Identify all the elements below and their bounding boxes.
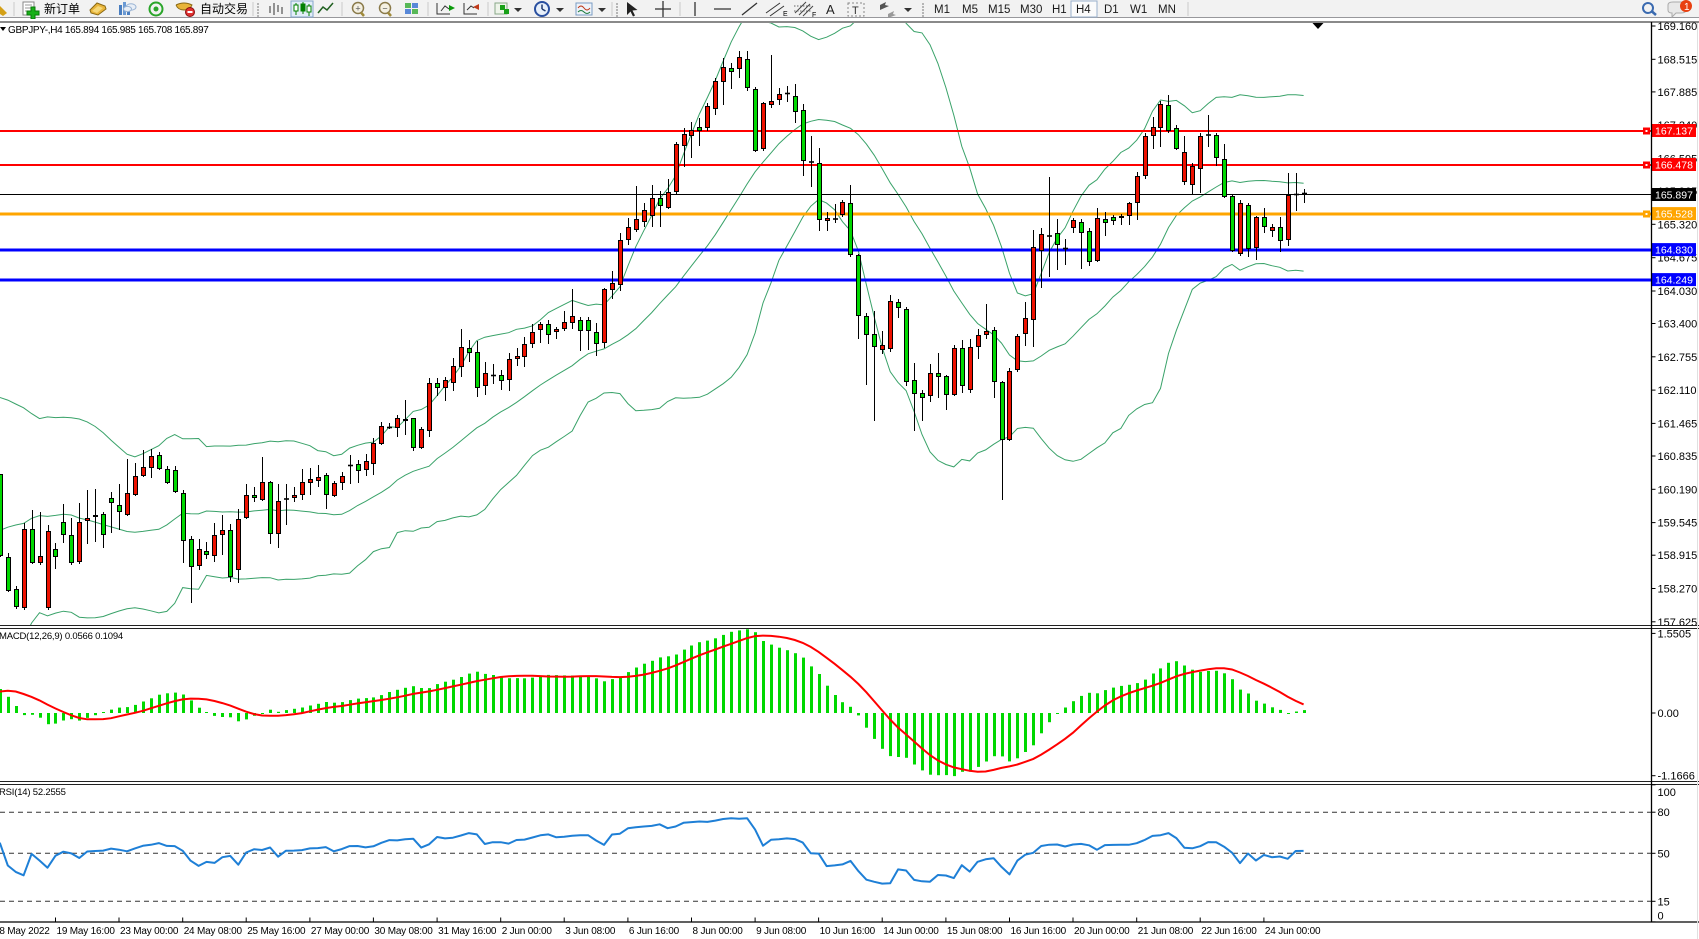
svg-text:159.545: 159.545 <box>1658 518 1698 530</box>
svg-text:166.478: 166.478 <box>1655 160 1693 172</box>
svg-text:163.400: 163.400 <box>1658 319 1698 331</box>
svg-text:164.830: 164.830 <box>1655 245 1693 257</box>
svg-text:80: 80 <box>1658 807 1670 819</box>
svg-text:168.515: 168.515 <box>1658 54 1698 66</box>
svg-text:22 Jun 16:00: 22 Jun 16:00 <box>1201 926 1257 937</box>
svg-text:162.110: 162.110 <box>1658 385 1697 397</box>
svg-text:MACD(12,26,9) 0.0566 0.1094: MACD(12,26,9) 0.0566 0.1094 <box>0 631 123 642</box>
svg-text:15: 15 <box>1658 896 1670 908</box>
svg-text:30 May 08:00: 30 May 08:00 <box>374 926 433 937</box>
svg-text:+: + <box>355 4 360 14</box>
svg-text:W1: W1 <box>1130 4 1147 16</box>
svg-text:0.00: 0.00 <box>1658 708 1679 720</box>
svg-text:158.915: 158.915 <box>1658 550 1698 562</box>
svg-text:15 Jun 08:00: 15 Jun 08:00 <box>947 926 1003 937</box>
svg-text:18 May 2022: 18 May 2022 <box>0 926 50 937</box>
svg-text:164.030: 164.030 <box>1658 286 1698 298</box>
svg-text:50: 50 <box>1658 848 1670 860</box>
svg-text:25 May 16:00: 25 May 16:00 <box>247 926 306 937</box>
svg-text:165.320: 165.320 <box>1658 219 1698 231</box>
svg-text:158.270: 158.270 <box>1658 584 1698 596</box>
svg-text:1.5505: 1.5505 <box>1658 628 1692 640</box>
svg-text:27 May 00:00: 27 May 00:00 <box>311 926 370 937</box>
svg-text:1: 1 <box>1684 2 1690 13</box>
svg-text:D1: D1 <box>1104 4 1119 16</box>
svg-text:31 May 16:00: 31 May 16:00 <box>438 926 497 937</box>
svg-text:3 Jun 08:00: 3 Jun 08:00 <box>565 926 616 937</box>
svg-text:164.249: 164.249 <box>1655 275 1693 287</box>
svg-text:100: 100 <box>1658 787 1676 799</box>
svg-text:162.755: 162.755 <box>1658 352 1698 364</box>
svg-text:−: − <box>382 4 387 14</box>
svg-text:16 Jun 16:00: 16 Jun 16:00 <box>1011 926 1067 937</box>
svg-text:9 Jun 08:00: 9 Jun 08:00 <box>756 926 807 937</box>
svg-text:165.897: 165.897 <box>1655 190 1693 202</box>
svg-text:6 Jun 16:00: 6 Jun 16:00 <box>629 926 680 937</box>
svg-text:24 May 08:00: 24 May 08:00 <box>184 926 243 937</box>
svg-text:23 May 00:00: 23 May 00:00 <box>120 926 179 937</box>
svg-text:24 Jun 00:00: 24 Jun 00:00 <box>1265 926 1321 937</box>
svg-text:E: E <box>783 11 788 18</box>
svg-text:自动交易: 自动交易 <box>200 1 248 16</box>
svg-text:160.190: 160.190 <box>1658 484 1698 496</box>
svg-text:M30: M30 <box>1020 4 1042 16</box>
svg-text:167.137: 167.137 <box>1655 126 1693 138</box>
svg-text:M5: M5 <box>962 4 978 16</box>
svg-text:H4: H4 <box>1076 4 1091 16</box>
svg-text:20 Jun 00:00: 20 Jun 00:00 <box>1074 926 1130 937</box>
svg-text:A: A <box>826 2 835 17</box>
svg-text:10 Jun 16:00: 10 Jun 16:00 <box>820 926 876 937</box>
svg-text:157.625: 157.625 <box>1658 617 1698 629</box>
svg-text:MN: MN <box>1158 4 1176 16</box>
svg-text:F: F <box>812 12 816 19</box>
svg-text:165.528: 165.528 <box>1655 209 1693 221</box>
svg-text:H1: H1 <box>1052 4 1067 16</box>
svg-text:GBPJPY-,H4 165.894 165.985 16: GBPJPY-,H4 165.894 165.985 165.708 165.8… <box>8 25 209 36</box>
svg-text:M15: M15 <box>988 4 1010 16</box>
svg-text:0: 0 <box>1658 910 1664 922</box>
svg-text:-1.1666: -1.1666 <box>1658 771 1695 783</box>
svg-text:161.465: 161.465 <box>1658 418 1698 430</box>
svg-text:T: T <box>852 5 859 17</box>
svg-text:8 Jun 00:00: 8 Jun 00:00 <box>693 926 744 937</box>
svg-text:169.160: 169.160 <box>1658 21 1698 33</box>
svg-text:RSI(14) 52.2555: RSI(14) 52.2555 <box>0 787 66 798</box>
svg-text:160.835: 160.835 <box>1658 451 1698 463</box>
svg-text:167.885: 167.885 <box>1658 87 1698 99</box>
svg-text:新订单: 新订单 <box>44 1 80 16</box>
svg-text:2 Jun 00:00: 2 Jun 00:00 <box>502 926 553 937</box>
svg-text:19 May 16:00: 19 May 16:00 <box>57 926 116 937</box>
svg-text:21 Jun 08:00: 21 Jun 08:00 <box>1138 926 1194 937</box>
svg-text:14 Jun 00:00: 14 Jun 00:00 <box>883 926 939 937</box>
svg-text:M1: M1 <box>934 4 950 16</box>
